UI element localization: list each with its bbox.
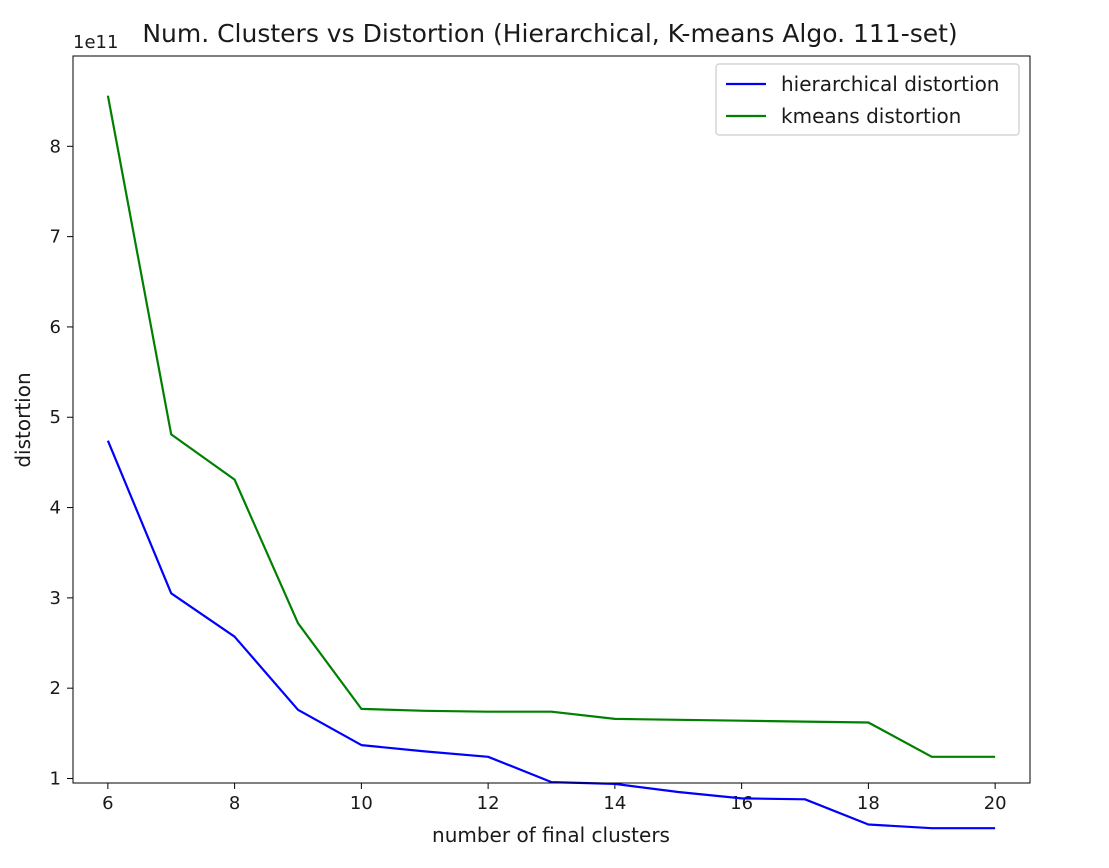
y-axis-ticks: 1 2 3 4 5 6 7 8 — [50, 136, 73, 789]
y-tick-label: 7 — [50, 227, 61, 248]
y-tick-label: 1 — [50, 768, 61, 789]
x-tick-label: 14 — [603, 793, 626, 814]
legend-items: hierarchical distortion kmeans distortion — [726, 72, 999, 128]
series-lines — [106, 95, 996, 830]
x-axis-ticks: 6 8 10 12 14 16 18 20 — [102, 783, 1007, 814]
x-tick-label: 8 — [229, 793, 240, 814]
x-tick-label: 20 — [984, 793, 1007, 814]
legend-label-kmeans-distortion: kmeans distortion — [781, 104, 961, 128]
x-axis-label: number of final clusters — [432, 823, 670, 847]
y-tick-label: 2 — [50, 678, 61, 699]
y-axis-label: distortion — [11, 372, 35, 467]
legend: hierarchical distortion kmeans distortion — [715, 63, 1020, 136]
series-line-hierarchical-distortion — [106, 440, 996, 830]
x-tick-label: 16 — [730, 793, 753, 814]
x-tick-label: 10 — [350, 793, 373, 814]
x-tick-label: 18 — [857, 793, 880, 814]
y-tick-label: 5 — [50, 407, 61, 428]
x-tick-label: 6 — [102, 793, 113, 814]
legend-label-hierarchical-distortion: hierarchical distortion — [781, 72, 999, 96]
series-line-kmeans-distortion — [106, 95, 996, 758]
plot-frame — [72, 55, 1031, 784]
chart-title: Num. Clusters vs Distortion (Hierarchica… — [142, 19, 957, 48]
y-tick-label: 8 — [50, 136, 61, 157]
y-tick-label: 6 — [50, 317, 61, 338]
x-tick-label: 12 — [477, 793, 500, 814]
y-axis-offset-label: 1e11 — [73, 32, 118, 53]
legend-box — [715, 63, 1020, 136]
y-tick-label: 3 — [50, 588, 61, 609]
y-tick-label: 4 — [50, 498, 61, 519]
